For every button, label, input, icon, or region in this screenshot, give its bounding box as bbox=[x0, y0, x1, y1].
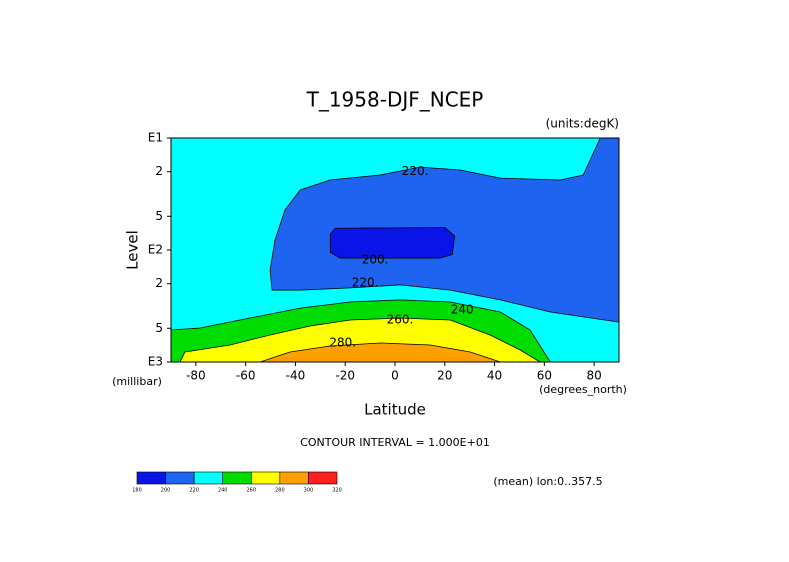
colorbar-box bbox=[165, 471, 195, 485]
contour-label: 200. bbox=[362, 253, 389, 267]
colorbar-box bbox=[222, 471, 252, 485]
x-tick-label: 40 bbox=[487, 369, 502, 383]
contour-label: 220. bbox=[402, 164, 429, 178]
y-tick-label: E2 bbox=[148, 243, 163, 257]
colorbar-label: 240 bbox=[218, 488, 228, 494]
x-tick-label: 20 bbox=[437, 369, 452, 383]
contour-label: 240 bbox=[451, 302, 474, 316]
contour-interval: CONTOUR INTERVAL = 1.000E+01 bbox=[300, 436, 490, 449]
colorbar-box bbox=[136, 471, 166, 485]
colorbar-label: 320 bbox=[332, 488, 342, 494]
y-tick-label: 2 bbox=[155, 276, 163, 290]
y-tick-label: E1 bbox=[148, 131, 163, 145]
contour-label: 220. bbox=[352, 275, 379, 289]
colorbar-box bbox=[193, 471, 224, 485]
contour-region bbox=[259, 342, 501, 362]
footnote: (mean) lon:0..357.5 bbox=[493, 475, 602, 488]
colorbar-box bbox=[250, 471, 281, 485]
contour-region bbox=[329, 227, 456, 259]
x-unit-label: (degrees_north) bbox=[539, 383, 627, 396]
x-tick-label: -20 bbox=[335, 369, 355, 383]
colorbar-label: 260 bbox=[247, 488, 257, 494]
y-unit-label: (millibar) bbox=[112, 375, 162, 388]
contour-label: 280. bbox=[329, 336, 356, 350]
colorbar-label: 220 bbox=[189, 488, 199, 494]
x-tick-label: 80 bbox=[586, 369, 601, 383]
x-tick-label: -60 bbox=[236, 369, 256, 383]
colorbar-label: 200 bbox=[161, 488, 171, 494]
x-tick-label: -40 bbox=[286, 369, 306, 383]
y-tick-label: E3 bbox=[148, 355, 163, 369]
contour-label: 260. bbox=[387, 313, 414, 327]
colorbar-box bbox=[308, 471, 338, 485]
colorbar-label: 300 bbox=[304, 488, 314, 494]
y-tick-label: 5 bbox=[155, 209, 163, 223]
chart-title: T_1958-DJF_NCEP bbox=[306, 88, 484, 112]
plot-area: 220. 200. 220. 240 260. 280. bbox=[171, 138, 619, 362]
colorbar-label: 280 bbox=[275, 488, 285, 494]
y-tick-label: 2 bbox=[155, 164, 163, 178]
x-tick-label: -80 bbox=[186, 369, 206, 383]
y-tick-label: 5 bbox=[155, 321, 163, 335]
units-label: (units:degK) bbox=[546, 117, 619, 131]
colorbar-label: 180 bbox=[132, 488, 142, 494]
x-tick-label: 0 bbox=[391, 369, 399, 383]
y-axis-title: Level bbox=[124, 230, 142, 270]
colorbar-box bbox=[279, 471, 309, 485]
x-tick-label: 60 bbox=[537, 369, 552, 383]
x-axis-title: Latitude bbox=[364, 401, 426, 419]
